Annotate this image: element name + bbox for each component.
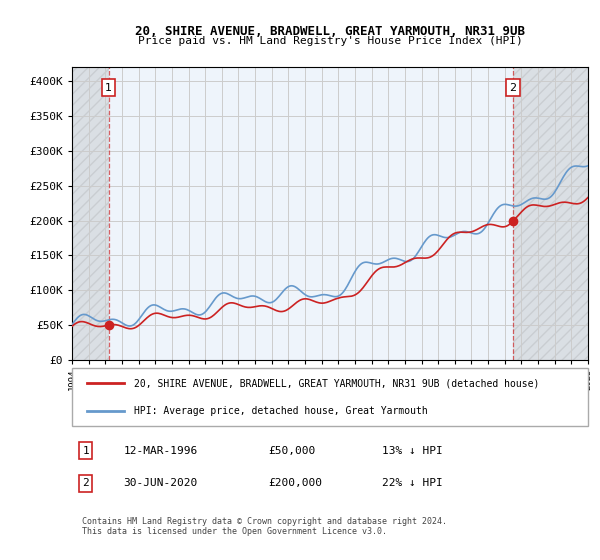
Bar [72, 67, 109, 360]
Text: HPI: Average price, detached house, Great Yarmouth: HPI: Average price, detached house, Grea… [134, 406, 428, 416]
Text: 2: 2 [82, 478, 89, 488]
Text: Price paid vs. HM Land Registry's House Price Index (HPI): Price paid vs. HM Land Registry's House … [137, 36, 523, 46]
FancyBboxPatch shape [72, 368, 588, 426]
Text: £50,000: £50,000 [268, 446, 316, 456]
Text: 20, SHIRE AVENUE, BRADWELL, GREAT YARMOUTH, NR31 9UB: 20, SHIRE AVENUE, BRADWELL, GREAT YARMOU… [135, 25, 525, 38]
Text: 12-MAR-1996: 12-MAR-1996 [124, 446, 198, 456]
Text: 1: 1 [105, 83, 112, 93]
Text: 30-JUN-2020: 30-JUN-2020 [124, 478, 198, 488]
Text: 22% ↓ HPI: 22% ↓ HPI [382, 478, 442, 488]
Text: 2: 2 [509, 83, 517, 93]
Text: £200,000: £200,000 [268, 478, 322, 488]
Text: 13% ↓ HPI: 13% ↓ HPI [382, 446, 442, 456]
Text: 20, SHIRE AVENUE, BRADWELL, GREAT YARMOUTH, NR31 9UB (detached house): 20, SHIRE AVENUE, BRADWELL, GREAT YARMOU… [134, 379, 539, 388]
Text: Contains HM Land Registry data © Crown copyright and database right 2024.
This d: Contains HM Land Registry data © Crown c… [82, 517, 448, 536]
Text: 1: 1 [82, 446, 89, 456]
Bar [513, 67, 588, 360]
